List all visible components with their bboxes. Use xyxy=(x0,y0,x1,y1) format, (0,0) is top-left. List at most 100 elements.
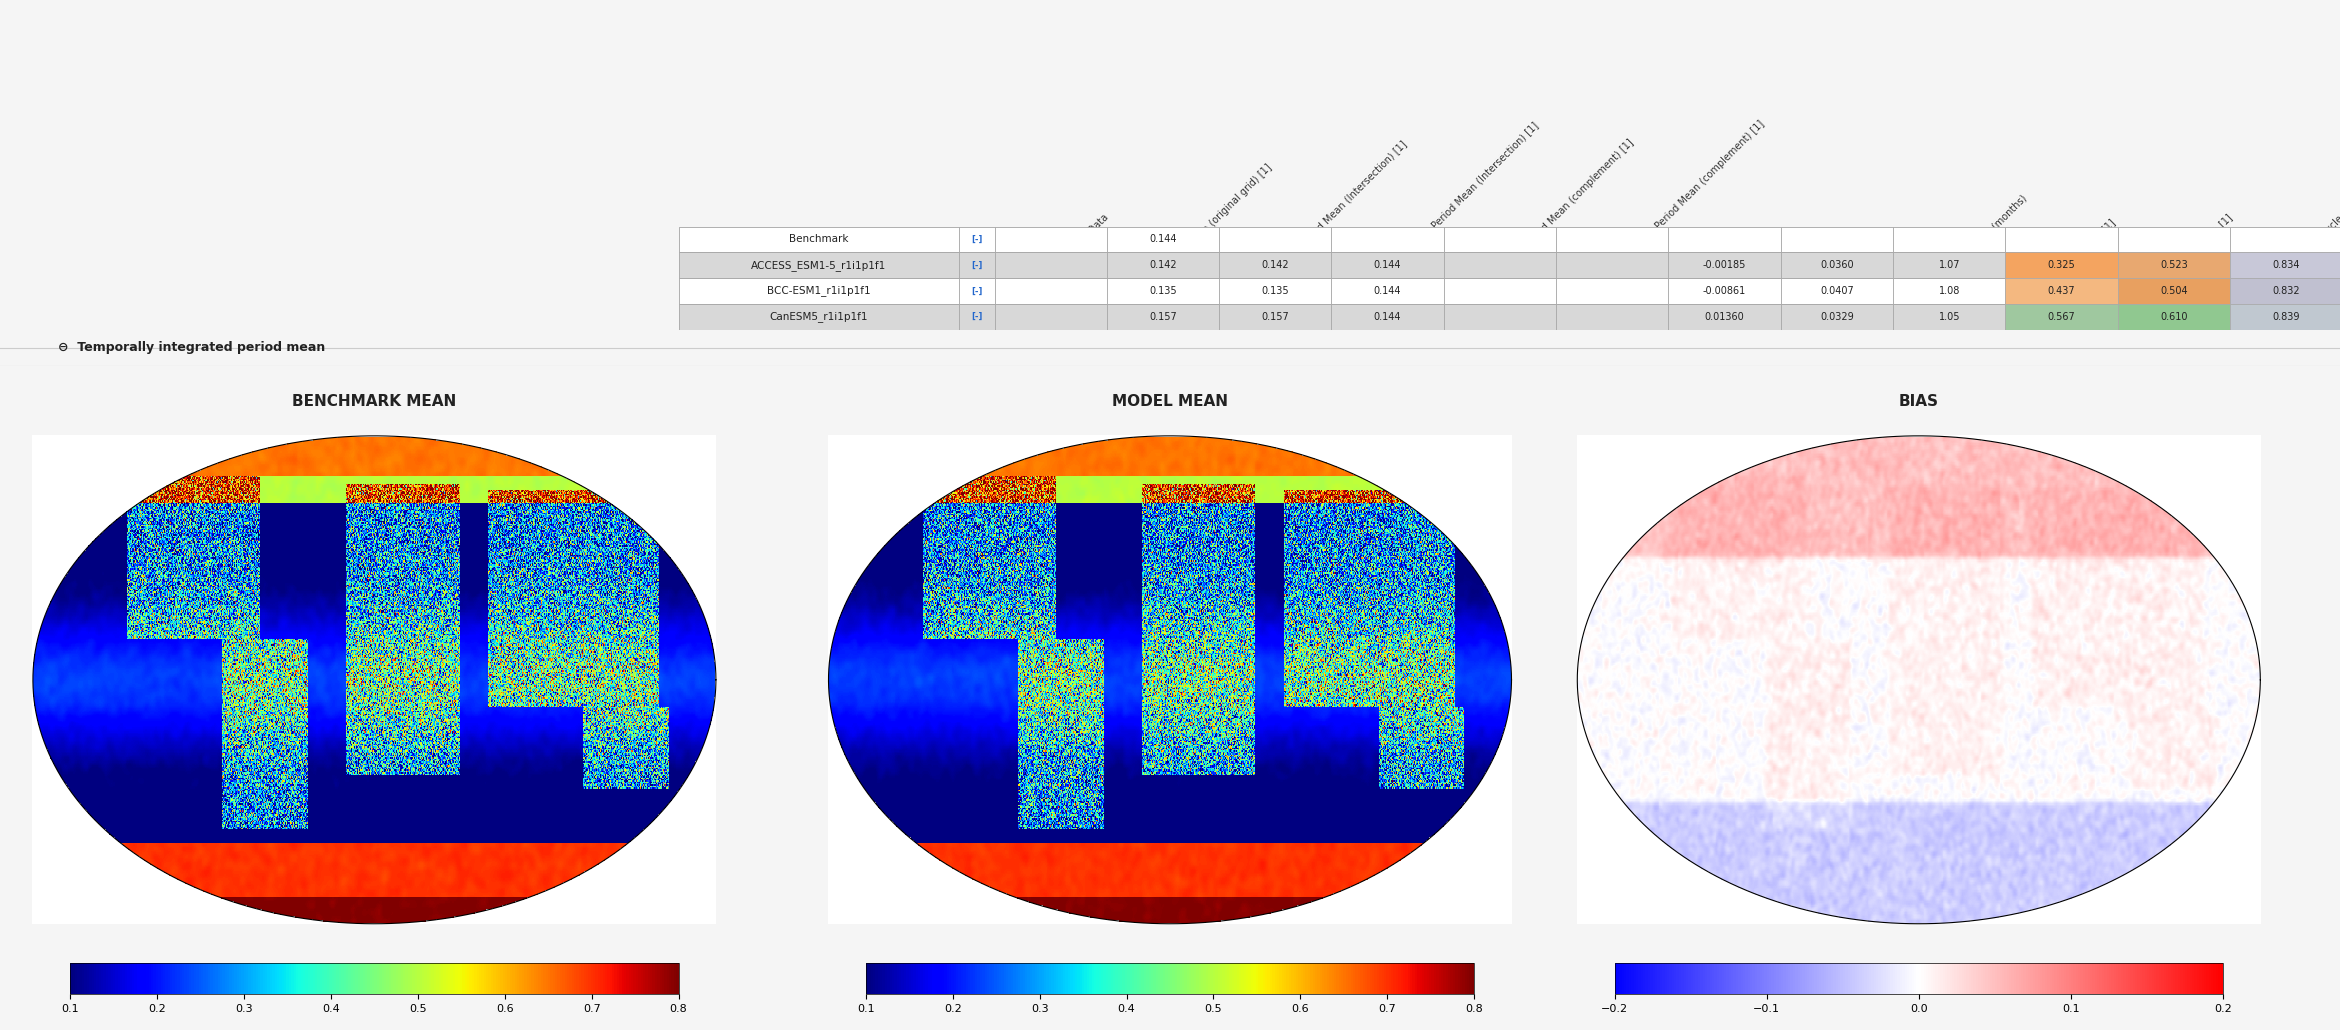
Text: 0.135: 0.135 xyxy=(1261,286,1289,296)
Bar xyxy=(1219,252,1331,278)
Text: 0.437: 0.437 xyxy=(2048,286,2076,296)
Bar xyxy=(1219,304,1331,330)
Text: BENCHMARK MEAN: BENCHMARK MEAN xyxy=(292,394,456,409)
Text: Download Data: Download Data xyxy=(1051,212,1112,273)
Text: 0.144: 0.144 xyxy=(1374,261,1402,270)
Bar xyxy=(2118,278,2230,304)
Text: 0.144: 0.144 xyxy=(1374,312,1402,321)
Bar xyxy=(1219,227,1331,252)
Bar xyxy=(679,304,959,330)
Bar xyxy=(1331,227,1444,252)
Bar xyxy=(1556,227,1668,252)
Bar xyxy=(994,278,1107,304)
Bar xyxy=(959,227,994,252)
Bar xyxy=(1444,304,1556,330)
Bar xyxy=(959,252,994,278)
Text: 0.157: 0.157 xyxy=(1149,312,1177,321)
Bar xyxy=(2230,227,2340,252)
Text: ACCESS_ESM1-5_r1i1p1f1: ACCESS_ESM1-5_r1i1p1f1 xyxy=(751,260,887,271)
Text: 0.610: 0.610 xyxy=(2160,312,2188,321)
Bar xyxy=(1668,227,1781,252)
Bar xyxy=(1107,304,1219,330)
Bar xyxy=(2118,227,2230,252)
Text: 0.144: 0.144 xyxy=(1149,235,1177,244)
Bar xyxy=(679,227,2340,252)
Bar xyxy=(2005,304,2118,330)
Text: 1.07: 1.07 xyxy=(1938,261,1961,270)
Bar xyxy=(2230,278,2340,304)
Bar xyxy=(1781,252,1893,278)
Text: ⊖  Temporally integrated period mean: ⊖ Temporally integrated period mean xyxy=(58,341,325,354)
Text: 0.832: 0.832 xyxy=(2272,286,2300,296)
Bar xyxy=(1668,252,1781,278)
Text: 0.523: 0.523 xyxy=(2160,261,2188,270)
Text: 0.01360: 0.01360 xyxy=(1706,312,1743,321)
Bar xyxy=(1444,252,1556,278)
Text: 0.144: 0.144 xyxy=(1374,286,1402,296)
Bar xyxy=(2005,227,2118,252)
Text: Model Period Mean (complement) [1]: Model Period Mean (complement) [1] xyxy=(1500,137,1636,273)
Text: MODEL MEAN: MODEL MEAN xyxy=(1112,394,1228,409)
Bar xyxy=(1107,278,1219,304)
Bar xyxy=(679,304,2340,330)
Bar xyxy=(2005,304,2118,330)
Text: Benchmark: Benchmark xyxy=(789,235,849,244)
Text: [-]: [-] xyxy=(971,312,983,321)
Bar xyxy=(1556,252,1668,278)
Bar xyxy=(1331,304,1444,330)
Text: 0.135: 0.135 xyxy=(1149,286,1177,296)
Text: Benchmark Period Mean (complement) [1]: Benchmark Period Mean (complement) [1] xyxy=(1612,118,1767,273)
Text: 1.05: 1.05 xyxy=(1938,312,1961,321)
Bar xyxy=(1331,278,1444,304)
Bar xyxy=(1107,252,1219,278)
Bar xyxy=(2005,278,2118,304)
Text: Model Period Mean (Intersection) [1]: Model Period Mean (Intersection) [1] xyxy=(1275,139,1409,273)
Bar xyxy=(2005,252,2118,278)
Text: CanESM5_r1i1p1f1: CanESM5_r1i1p1f1 xyxy=(770,311,868,322)
Bar xyxy=(679,278,2340,304)
Text: 0.567: 0.567 xyxy=(2048,312,2076,321)
Text: 0.325: 0.325 xyxy=(2048,261,2076,270)
Bar xyxy=(1556,304,1668,330)
Bar xyxy=(2230,304,2340,330)
Bar xyxy=(1668,278,1781,304)
Text: 0.0407: 0.0407 xyxy=(1821,286,1853,296)
Bar xyxy=(2118,278,2230,304)
Bar xyxy=(1781,278,1893,304)
Text: 0.142: 0.142 xyxy=(1261,261,1289,270)
Text: [-]: [-] xyxy=(971,286,983,296)
Text: [-]: [-] xyxy=(971,261,983,270)
Bar xyxy=(2005,252,2118,278)
Bar xyxy=(1444,278,1556,304)
Text: 0.0360: 0.0360 xyxy=(1821,261,1853,270)
Text: 0.0329: 0.0329 xyxy=(1821,312,1853,321)
Text: BIAS: BIAS xyxy=(1898,394,1940,409)
Bar xyxy=(994,227,1107,252)
Bar xyxy=(1107,227,1219,252)
Bar xyxy=(994,304,1107,330)
Bar xyxy=(1893,278,2005,304)
Text: RMSE [1]: RMSE [1] xyxy=(1837,234,1877,273)
Text: RMSE Score [1]: RMSE Score [1] xyxy=(2174,212,2235,273)
Bar xyxy=(994,252,1107,278)
Bar xyxy=(1331,252,1444,278)
Text: Seasonal Cycle Score [1]: Seasonal Cycle Score [1] xyxy=(2286,180,2340,273)
Bar xyxy=(2005,278,2118,304)
Bar xyxy=(1444,227,1556,252)
Bar xyxy=(1893,252,2005,278)
Bar xyxy=(1219,278,1331,304)
Bar xyxy=(679,252,2340,278)
Text: 0.839: 0.839 xyxy=(2272,312,2300,321)
Bar xyxy=(1668,304,1781,330)
Bar xyxy=(2118,252,2230,278)
Text: Period Mean (original grid) [1]: Period Mean (original grid) [1] xyxy=(1163,162,1273,273)
Bar xyxy=(2230,252,2340,278)
Bar xyxy=(2118,304,2230,330)
Text: Bias [1]: Bias [1] xyxy=(1725,239,1757,273)
Bar xyxy=(679,278,959,304)
Text: -0.00861: -0.00861 xyxy=(1704,286,1746,296)
Text: [-]: [-] xyxy=(971,235,983,244)
Text: 1.08: 1.08 xyxy=(1938,286,1961,296)
Bar xyxy=(2118,252,2230,278)
Bar xyxy=(1781,304,1893,330)
